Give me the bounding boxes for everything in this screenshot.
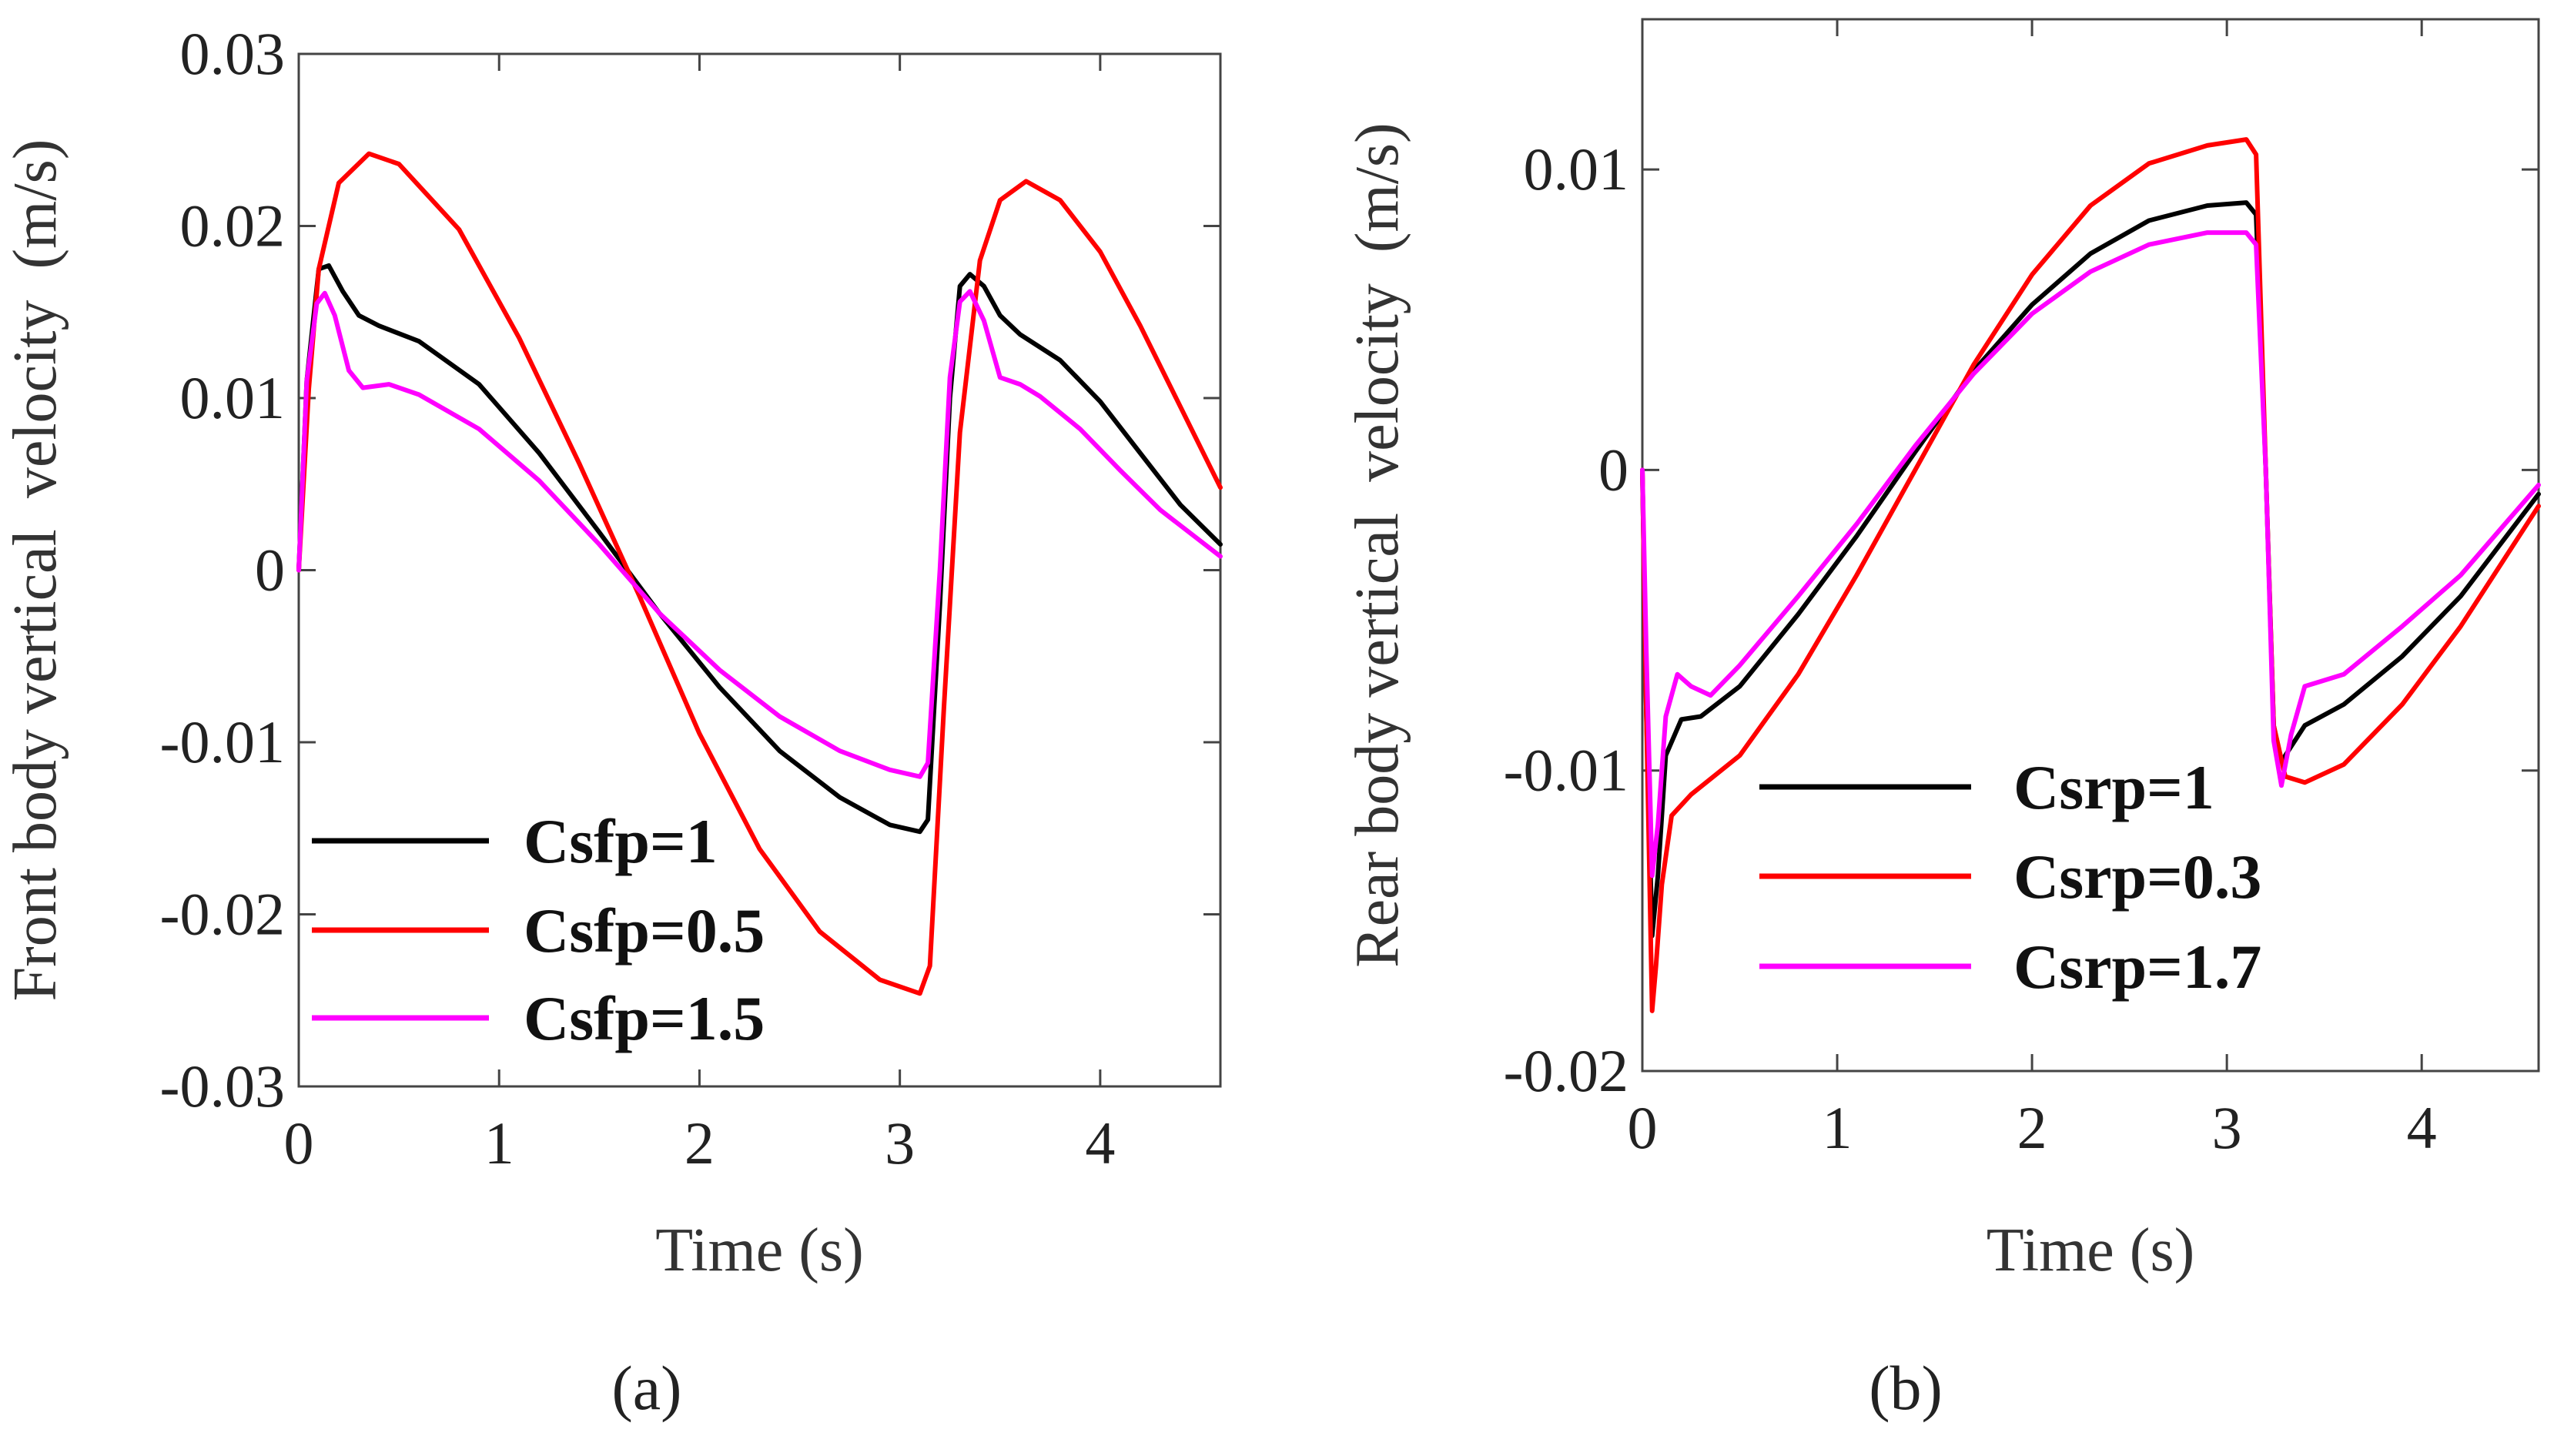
x-tick-label: 0 xyxy=(284,1110,314,1177)
y-tick-label: -0.01 xyxy=(1504,737,1628,804)
x-tick-label: 1 xyxy=(484,1110,514,1177)
y-tick-label: -0.01 xyxy=(160,708,285,775)
legend-label: Csfp=1 xyxy=(524,806,718,876)
x-tick-label: 3 xyxy=(885,1110,915,1177)
y-tick-label: -0.03 xyxy=(160,1053,285,1120)
y-axis-title: Front body vertical velocity (m/s) xyxy=(2,139,69,1002)
y-tick-label: -0.02 xyxy=(1504,1037,1628,1104)
x-tick-label: 1 xyxy=(1823,1094,1853,1161)
y-tick-label: 0 xyxy=(255,537,285,604)
panel-label: (b) xyxy=(1869,1353,1943,1423)
legend-label: Csrp=1 xyxy=(2013,752,2214,822)
x-tick-label: 4 xyxy=(1085,1110,1115,1177)
y-tick-label: 0.02 xyxy=(180,192,286,259)
y-axis-title: Rear body vertical velocity (m/s) xyxy=(1344,122,1411,967)
y-tick-label: 0.01 xyxy=(1524,136,1629,203)
series-line-Csfp=1.5 xyxy=(296,289,1223,779)
y-tick-label: 0.01 xyxy=(180,364,286,431)
legend-label: Csfp=1.5 xyxy=(524,983,765,1053)
x-tick-label: 2 xyxy=(685,1110,715,1177)
legend-label: Csrp=1.7 xyxy=(2013,932,2261,1002)
series-line-Csrp=1.7 xyxy=(1640,230,2541,879)
series-line-Csfp=1 xyxy=(296,263,1223,835)
x-tick-label: 3 xyxy=(2212,1094,2242,1161)
panel-label: (a) xyxy=(611,1353,681,1423)
series-line-Csfp=0.5 xyxy=(296,151,1223,996)
plot-area xyxy=(1641,18,2540,1073)
series-line-Csrp=1 xyxy=(1640,200,2541,939)
legend-label: Csrp=0.3 xyxy=(2013,842,2261,912)
x-tick-label: 4 xyxy=(2407,1094,2437,1161)
x-axis-title: Time (s) xyxy=(655,1217,863,1284)
legend: Csfp=1 Csfp=0.5 Csfp=1.5 xyxy=(312,806,765,1053)
panel-a: 0.030.020.010-0.01-0.02-0.030 1 2 3 4Csfp=1C… xyxy=(2,20,1223,1423)
series-line-Csrp=0.3 xyxy=(1640,137,2541,1013)
legend: Csrp=1 Csrp=0.3 Csrp=1.7 xyxy=(1759,752,2261,1002)
legend-label: Csfp=0.5 xyxy=(524,895,765,966)
x-axis-title: Time (s) xyxy=(1987,1217,2194,1284)
y-tick-label: 0.03 xyxy=(180,20,286,87)
panel-b: 0.010-0.01-0.020 1 2 3 4Csrp=1Csrp=0.3Csrp=1… xyxy=(1344,18,2541,1423)
x-tick-label: 2 xyxy=(2017,1094,2047,1161)
x-tick-label: 0 xyxy=(1628,1094,1658,1161)
y-tick-label: -0.02 xyxy=(160,881,285,948)
y-tick-label: 0 xyxy=(1598,436,1628,503)
